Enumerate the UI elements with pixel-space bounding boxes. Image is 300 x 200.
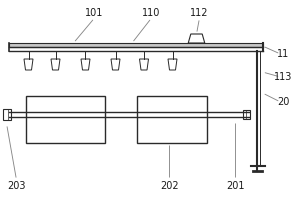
Text: 110: 110 — [142, 8, 161, 18]
Text: 20: 20 — [277, 97, 290, 107]
Text: 11: 11 — [278, 49, 290, 59]
Text: 201: 201 — [226, 181, 245, 191]
Polygon shape — [51, 59, 60, 70]
Polygon shape — [111, 59, 120, 70]
Text: 202: 202 — [160, 181, 179, 191]
Bar — [243, 110, 250, 119]
Polygon shape — [140, 59, 148, 70]
Bar — [9, 43, 262, 47]
Polygon shape — [168, 59, 177, 70]
Bar — [3, 109, 10, 120]
Polygon shape — [188, 34, 205, 43]
Text: 113: 113 — [274, 72, 293, 82]
Text: 203: 203 — [7, 181, 26, 191]
Bar — [26, 96, 105, 143]
Text: 101: 101 — [85, 8, 104, 18]
Text: 112: 112 — [190, 8, 209, 18]
Polygon shape — [81, 59, 90, 70]
Polygon shape — [24, 59, 33, 70]
Bar — [136, 96, 207, 143]
